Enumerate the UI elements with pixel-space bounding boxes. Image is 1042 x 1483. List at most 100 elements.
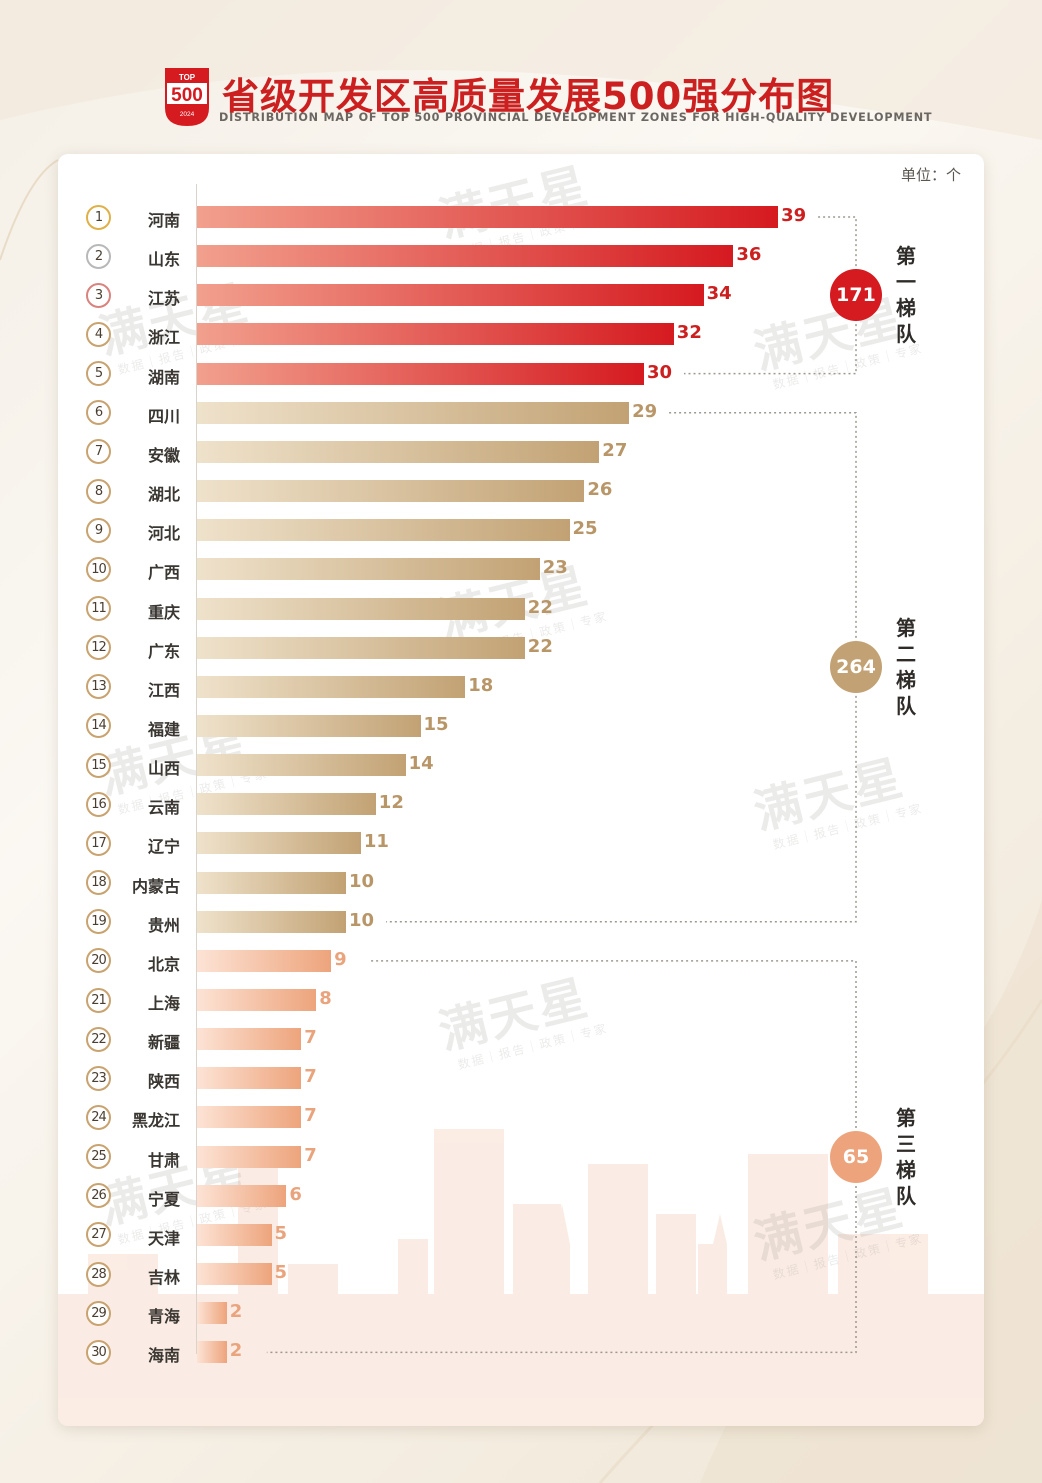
province-label: 河北: [147, 524, 180, 544]
bar-value-label: 22: [527, 635, 553, 657]
province-label: 广西: [147, 563, 180, 583]
rank-badge: 15: [86, 752, 111, 778]
province-label: 湖南: [147, 367, 180, 387]
bar: [197, 793, 376, 816]
logo-top-text: TOP: [179, 73, 196, 82]
rank-badge: 5: [86, 361, 111, 387]
bar-value-label: 30: [647, 361, 673, 383]
bar: [197, 519, 570, 542]
tier-label: 第二梯队: [896, 616, 916, 719]
bar-value-label: 2: [229, 1301, 243, 1323]
province-label: 四川: [147, 406, 180, 426]
bar-value-label: 34: [706, 283, 732, 305]
bar: [197, 1341, 227, 1364]
province-label: 宁夏: [147, 1189, 180, 1209]
page-subtitle: DISTRIBUTION MAP OF TOP 500 PROVINCIAL D…: [219, 111, 933, 124]
bar-value-label: 39: [781, 205, 807, 226]
bar-value-label: 25: [572, 518, 598, 540]
bar-value-label: 7: [304, 1027, 317, 1049]
bar-value-label: 2: [229, 1340, 243, 1362]
province-label: 安徽: [147, 445, 180, 465]
rank-badge: 20: [86, 948, 111, 974]
bar: [197, 323, 674, 346]
bar-value-label: 26: [587, 479, 613, 501]
rank-badge: 26: [86, 1183, 111, 1209]
bar: [197, 871, 346, 894]
page-title: 省级开发区高质量发展500强分布图: [222, 75, 835, 118]
bar: [197, 1145, 302, 1168]
bar-value-label: 6: [289, 1183, 302, 1205]
rank-badge: 22: [86, 1026, 111, 1052]
bar: [197, 1067, 302, 1090]
rank-badge: 18: [86, 870, 111, 896]
bar-value-label: 9: [334, 948, 347, 970]
bar: [197, 558, 540, 581]
bar: [197, 714, 421, 737]
bar: [197, 675, 466, 698]
bar: [197, 245, 734, 268]
province-label: 吉林: [147, 1268, 180, 1288]
bar-value-label: 7: [304, 1144, 317, 1166]
rank-badge: 23: [86, 1065, 111, 1091]
rank-badge: 7: [86, 439, 111, 465]
bar-value-label: 15: [423, 713, 449, 735]
bar-value-label: 10: [349, 870, 375, 892]
tier-total-badge: 65: [830, 1130, 882, 1183]
bar-value-label: 5: [274, 1222, 288, 1244]
province-label: 浙江: [147, 328, 180, 348]
bar: [197, 1184, 287, 1207]
bar: [197, 1106, 302, 1129]
bar: [197, 636, 525, 659]
rank-badge: 29: [86, 1300, 111, 1326]
province-label: 天津: [147, 1228, 180, 1248]
bar: [197, 989, 317, 1011]
rank-badge: 21: [86, 987, 111, 1013]
rank-badge: 8: [86, 478, 111, 504]
province-label: 新疆: [147, 1033, 180, 1053]
rank-badge: 17: [86, 830, 111, 856]
chart-card: 满天星 数据｜报告｜政策｜专家 满天星 数据｜报告｜政策｜专家 满天星 数据｜报告｜政…: [58, 154, 984, 1426]
rank-badge: 2: [86, 243, 111, 269]
bar: [197, 1263, 272, 1286]
province-label: 湖北: [147, 485, 180, 505]
bar-value-label: 36: [736, 244, 762, 266]
rank-badge: 27: [86, 1222, 111, 1248]
province-label: 北京: [147, 954, 180, 974]
logo-number-text: 500: [171, 85, 203, 106]
bar: [197, 440, 600, 463]
bar-value-label: 7: [304, 1066, 317, 1088]
bar: [197, 754, 406, 777]
province-label: 上海: [147, 994, 180, 1013]
bar-value-label: 29: [632, 400, 658, 422]
province-label: 辽宁: [147, 837, 180, 857]
top500-logo: TOP 500 2024: [165, 68, 209, 126]
bar: [197, 206, 779, 228]
rank-badge: 1: [86, 204, 111, 230]
bar: [197, 480, 585, 503]
bar: [197, 832, 361, 855]
rank-badge: 6: [86, 400, 111, 426]
bar: [197, 284, 704, 307]
province-label: 山西: [147, 759, 180, 779]
province-label: 云南: [147, 798, 180, 818]
bar-value-label: 10: [349, 909, 375, 931]
bar: [197, 1302, 227, 1325]
bar-value-label: 23: [542, 557, 568, 579]
province-label: 黑龙江: [131, 1111, 180, 1131]
bar-value-label: 11: [363, 831, 389, 853]
rank-badge: 12: [86, 635, 111, 661]
logo-year-text: 2024: [180, 111, 195, 118]
tier-label: 第三梯队: [896, 1105, 916, 1208]
bar: [197, 597, 525, 620]
rank-badge: 11: [86, 596, 111, 621]
province-label: 重庆: [147, 602, 180, 622]
rank-badge: 9: [86, 517, 111, 543]
tier-label: 第一梯队: [896, 244, 916, 347]
bar-value-label: 22: [527, 596, 553, 618]
bar-value-label: 12: [378, 792, 404, 814]
province-label: 内蒙古: [131, 876, 180, 896]
province-label: 河南: [147, 211, 180, 230]
province-label: 江苏: [147, 289, 180, 309]
tier-total-badge: 264: [830, 641, 882, 694]
rank-badge: 16: [86, 791, 111, 817]
